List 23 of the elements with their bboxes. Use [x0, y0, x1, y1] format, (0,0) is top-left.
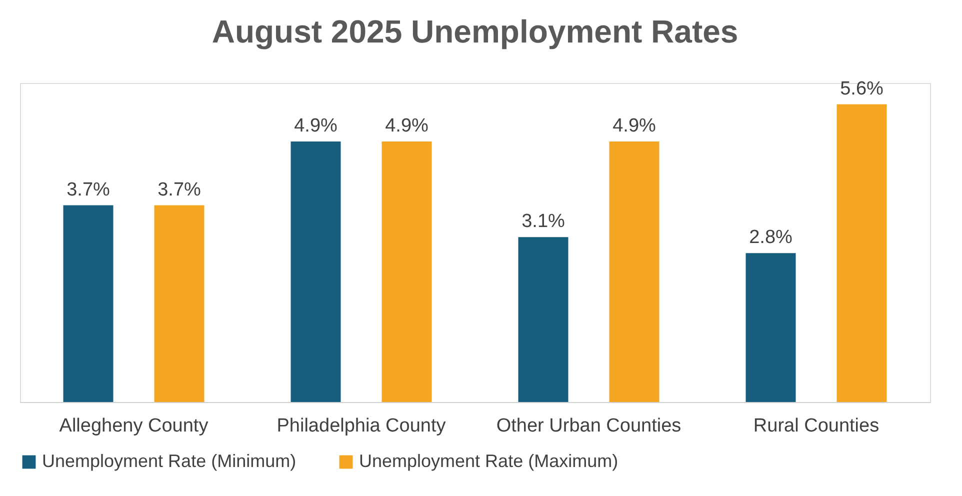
data-label: 3.7%	[66, 179, 110, 200]
chart-title: August 2025 Unemployment Rates	[212, 13, 738, 50]
bar	[63, 205, 114, 402]
bar	[382, 141, 432, 402]
x-tick-label: Philadelphia County	[276, 416, 446, 436]
bar	[609, 141, 660, 402]
x-tick-label: Rural Counties	[753, 416, 880, 436]
data-label: 2.8%	[749, 227, 793, 248]
data-label: 4.9%	[385, 115, 429, 136]
data-label: 5.6%	[840, 78, 884, 100]
legend-label: Unemployment Rate (Maximum)	[359, 451, 618, 471]
legend-label: Unemployment Rate (Minimum)	[42, 451, 296, 471]
data-label: 4.9%	[294, 115, 338, 136]
bar	[518, 237, 568, 402]
bar	[290, 141, 341, 402]
data-label: 3.1%	[522, 211, 566, 232]
data-label: 4.9%	[612, 115, 656, 136]
bar	[154, 205, 204, 402]
x-tick-label: Other Urban Counties	[496, 416, 682, 436]
x-tick-label: Allegheny County	[59, 416, 209, 436]
data-label: 3.7%	[158, 179, 202, 200]
bar	[746, 253, 796, 402]
bar	[836, 104, 887, 402]
